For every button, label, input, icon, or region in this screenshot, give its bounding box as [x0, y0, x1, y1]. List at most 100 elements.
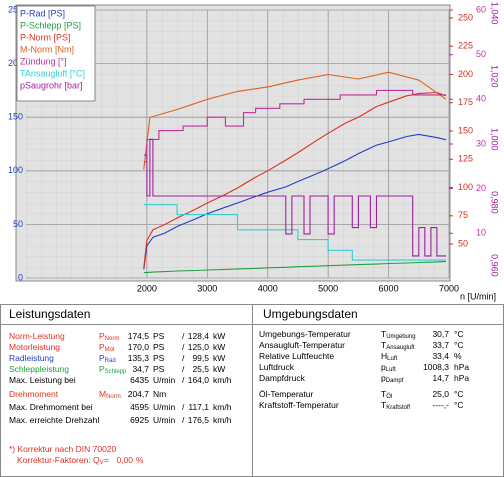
power-title: Leistungsdaten: [9, 307, 91, 321]
unit: PS: [153, 353, 165, 363]
separator: /: [182, 364, 185, 374]
symbol: HLuft: [381, 351, 397, 364]
y3-tick-label: 30: [476, 138, 486, 148]
factor-value: 0,00: [116, 455, 133, 465]
row-label: Max. Leistung bei: [9, 375, 76, 385]
y3-tick-label: 40: [476, 94, 486, 104]
row-label: Öl-Temperatur: [259, 389, 314, 399]
value: 128,4: [187, 331, 209, 341]
minor-grid: [26, 10, 449, 278]
value: 33,4: [432, 351, 449, 361]
symbol-base: P: [99, 331, 105, 341]
factor-label: Korrektur-Faktoren:: [17, 455, 91, 465]
separator: /: [182, 415, 185, 425]
y3-tick-label: 50: [476, 49, 486, 59]
y5-tick-label: 1,000: [490, 128, 500, 151]
row-label: Schleppleistung: [9, 364, 70, 374]
y2-tick-label: 50: [458, 238, 468, 248]
unit: km/h: [213, 415, 232, 425]
unit: kW: [213, 342, 226, 352]
value: 174,5: [127, 331, 149, 341]
y2-tick-label: 150: [458, 125, 473, 135]
unit: hPa: [454, 362, 470, 372]
symbol: PRad: [99, 353, 116, 366]
value: 25,0: [432, 389, 449, 399]
legend-entry: pSaugrohr [bar]: [20, 80, 83, 90]
unit: PS: [153, 364, 165, 374]
value: 25,5: [192, 364, 209, 374]
y2-tick-label: 175: [458, 97, 473, 107]
factor-eq: =: [104, 455, 109, 465]
row-label: Max. Drehmoment bei: [9, 402, 93, 412]
series-line: [143, 204, 446, 261]
y-tick-label: 250: [8, 4, 23, 14]
row-label: Umgebungs-Temperatur: [259, 329, 351, 339]
y-tick-label: 150: [8, 112, 23, 122]
symbol-base: P: [99, 364, 105, 374]
symbol-base: Q: [93, 455, 100, 465]
value: 14,7: [432, 373, 449, 383]
value: 164,0: [187, 375, 209, 385]
series-line: [143, 260, 447, 274]
unit: km/h: [213, 375, 232, 385]
symbol-sub: Umgebung: [386, 334, 416, 340]
symbol-sub: Luft: [387, 356, 398, 362]
value: 99,5: [192, 353, 209, 363]
unit: PS: [153, 331, 165, 341]
factor-unit: %: [136, 455, 144, 465]
unit: U/min: [153, 402, 176, 412]
symbol: TAnsaugluft: [381, 340, 415, 353]
symbol-base: p: [381, 373, 386, 383]
symbol-sub: Öl: [386, 394, 393, 400]
value: 204,7: [127, 389, 149, 399]
y3-tick-label: 20: [476, 183, 486, 193]
value: 30,7: [432, 329, 449, 339]
symbol-sub: Dampf: [385, 378, 404, 384]
symbol: TUmgebung: [381, 329, 416, 342]
value: 4595: [130, 402, 149, 412]
y5-tick-label: 0,980: [490, 191, 500, 214]
y-tick-label: 100: [8, 165, 23, 175]
legend-entry: TAnsaugluft [°C]: [20, 68, 85, 78]
y2-tick-label: 125: [458, 154, 473, 164]
symbol: TÖl: [381, 389, 392, 402]
y2-tick-label: 225: [458, 41, 473, 51]
y2-tick-label: 200: [458, 69, 473, 79]
row-label: Relative Luftfeuchte: [259, 351, 335, 361]
symbol-base: P: [99, 353, 105, 363]
symbol-base: T: [381, 340, 387, 350]
symbol: PSchlepp: [99, 364, 126, 377]
symbol-base: T: [381, 329, 387, 339]
value: 33,7: [432, 340, 449, 350]
x-tick-label: 6000: [379, 283, 399, 293]
symbol-sub: Norm: [106, 394, 121, 400]
symbol: QV: [93, 455, 104, 468]
y-tick-label: 50: [13, 219, 23, 229]
x-tick-label: 2000: [137, 283, 157, 293]
x-tick-label: 3000: [197, 283, 217, 293]
symbol: TKraftstoff: [381, 400, 410, 413]
ambient-title: Umgebungsdaten: [263, 307, 358, 321]
symbol-base: P: [99, 342, 105, 352]
value: 125,0: [187, 342, 209, 352]
y2-tick-label: 75: [458, 210, 468, 220]
row-label: Radleistung: [9, 353, 54, 363]
y3-tick-label: 60: [476, 4, 486, 14]
x-axis-label: n [U/min]: [460, 291, 496, 301]
unit: PS: [153, 342, 165, 352]
value: 34,7: [132, 364, 149, 374]
series-line: [143, 138, 446, 257]
y-tick-label: 0: [18, 272, 23, 282]
symbol-base: p: [381, 362, 386, 372]
symbol-sub: Schlepp: [104, 369, 127, 375]
unit: U/min: [153, 375, 176, 385]
unit: °C: [454, 389, 464, 399]
legend-entry: P-Rad [PS]: [20, 8, 65, 18]
y5-tick-label: 1,020: [490, 65, 500, 88]
series-line: [143, 71, 447, 170]
value: 176,5: [187, 415, 209, 425]
y5-tick-label: 1,040: [490, 2, 500, 25]
y2-tick-label: 250: [458, 12, 473, 22]
y2-tick-label: 100: [458, 182, 473, 192]
